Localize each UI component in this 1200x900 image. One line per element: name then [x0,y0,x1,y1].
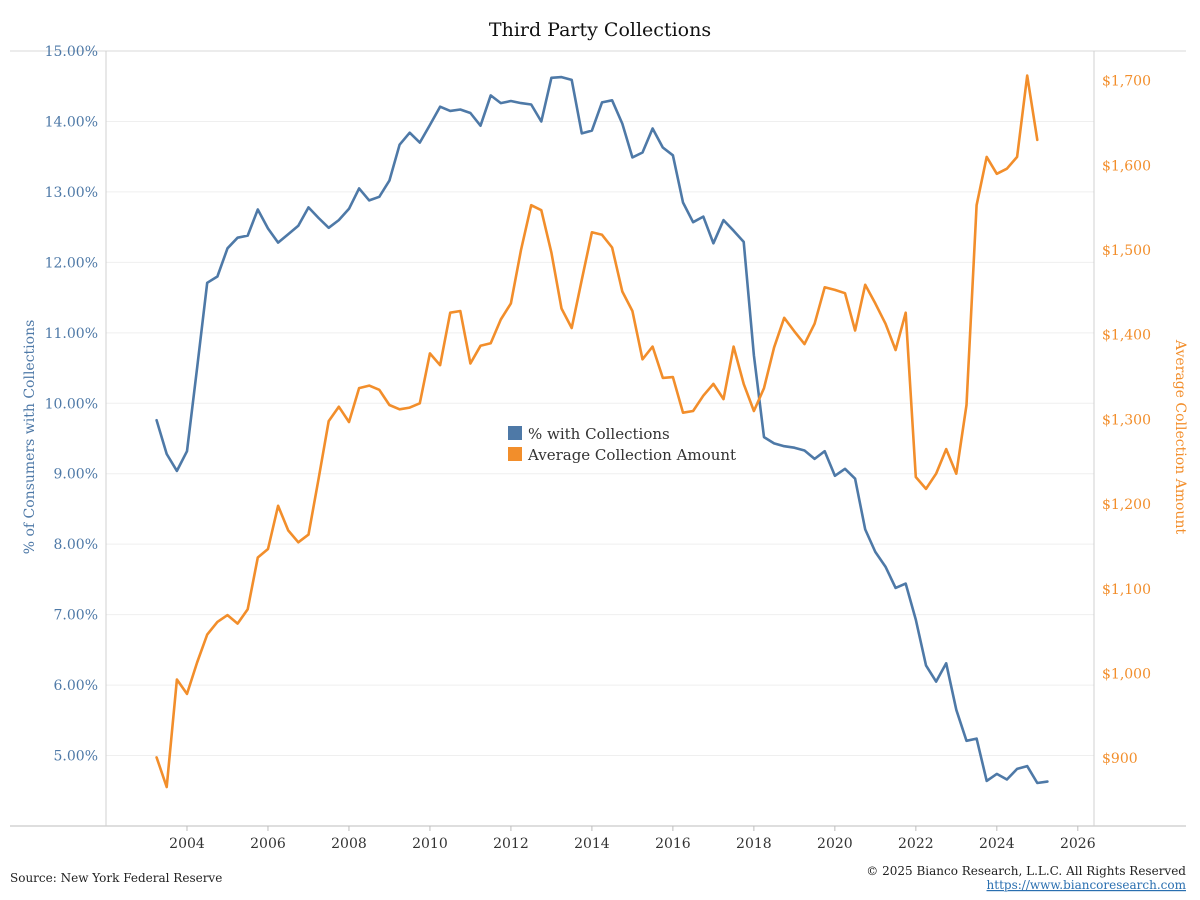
left-tick-label: 8.00% [54,537,98,553]
right-tick-label: $900 [1102,751,1138,767]
legend-label-amount: Average Collection Amount [527,446,736,464]
right-tick-label: $1,000 [1102,667,1151,683]
x-tick-label: 2014 [574,836,610,852]
right-tick-label: $1,500 [1102,243,1151,259]
axes [10,50,1186,831]
left-tick-label: 7.00% [54,608,98,624]
left-tick-label: 9.00% [54,467,98,483]
x-tick-label: 2006 [250,836,286,852]
right-axis-ticks: $900 $1,000 $1,100 $1,200 $1,300 $1,400 $1,500… [1102,74,1151,768]
legend-swatch-pct [508,426,522,440]
right-tick-label: $1,100 [1102,582,1151,598]
legend: % with Collections Average Collection Am… [508,425,736,464]
right-tick-label: $1,600 [1102,158,1151,174]
left-tick-label: 5.00% [54,749,98,765]
legend-label-pct: % with Collections [528,425,670,443]
x-tick-label: 2016 [655,836,691,852]
right-axis-label: Average Collection Amount [1172,339,1188,535]
x-tick-label: 2024 [979,836,1015,852]
left-tick-label: 15.00% [45,44,98,60]
left-tick-label: 6.00% [54,678,98,694]
legend-swatch-amount [508,447,522,461]
right-tick-label: $1,700 [1102,74,1151,90]
series-layer [155,74,1049,789]
x-tick-label: 2018 [736,836,772,852]
right-tick-label: $1,300 [1102,412,1151,428]
right-tick-label: $1,200 [1102,497,1151,513]
x-tick-label: 2004 [169,836,205,852]
left-tick-label: 11.00% [45,326,98,342]
series-line-average-collection-amount [155,74,1039,789]
website-link[interactable]: https://www.biancoresearch.com [987,878,1187,892]
x-axis-ticks: 2004 2006 2008 2010 2012 2014 2016 2018 2020 2022… [169,836,1096,852]
chart-title: Third Party Collections [489,19,711,41]
left-tick-label: 10.00% [45,396,98,412]
x-tick-label: 2026 [1060,836,1096,852]
x-tick-label: 2020 [817,836,853,852]
series-line-pct-with-collections [155,75,1049,785]
x-tick-label: 2022 [898,836,934,852]
x-tick-label: 2008 [331,836,367,852]
left-axis-label: % of Consumers with Collections [22,320,38,555]
left-axis-ticks: 5.00% 6.00% 7.00% 8.00% 9.00% 10.00% 11.00% 12.… [45,44,98,765]
left-tick-label: 12.00% [45,255,98,271]
grid-lines [106,50,1094,757]
left-tick-label: 13.00% [45,185,98,201]
copyright-note: © 2025 Bianco Research, L.L.C. All Right… [866,864,1186,878]
x-tick-label: 2010 [412,836,448,852]
left-tick-label: 14.00% [45,114,98,130]
x-tick-label: 2012 [493,836,529,852]
right-tick-label: $1,400 [1102,328,1151,344]
source-note: Source: New York Federal Reserve [10,871,222,885]
